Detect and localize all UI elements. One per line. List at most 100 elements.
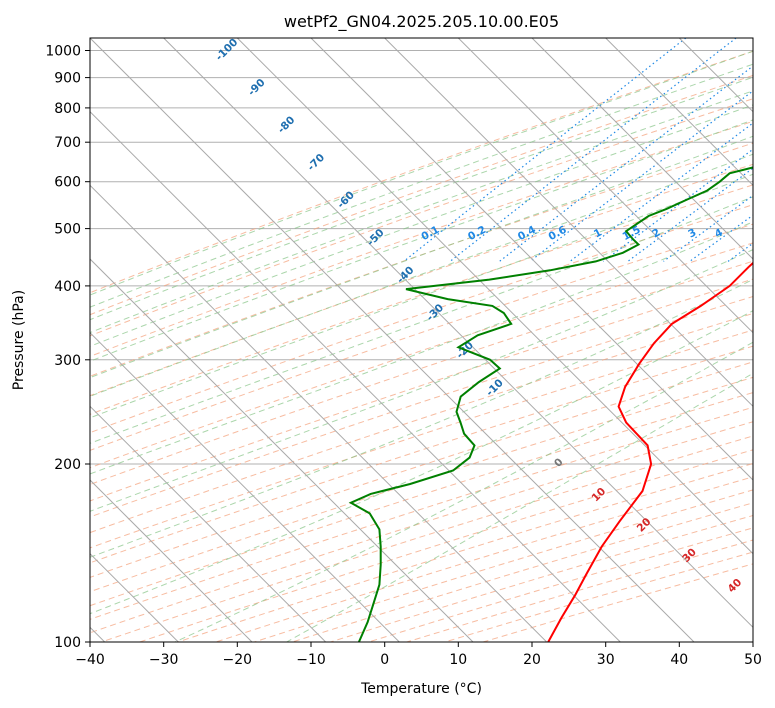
x-tick-label: 10 [449,652,467,668]
moist-adiabat-line [90,221,753,475]
moist-adiabat-line [90,310,753,615]
dry-adiabat-line [90,345,753,564]
y-tick-label: 500 [54,222,81,238]
y-axis-ticks: 100 200 300 400 500 600 700 800 900 1000 [45,44,90,651]
y-tick-label: 1000 [45,44,81,60]
mixing-ratio-line [499,65,753,262]
moist-adiabat-line [286,372,753,642]
x-tick-label: 40 [670,652,688,668]
isotherm-label: -90 [246,77,268,99]
moist-adiabat-line [90,173,753,419]
dry-adiabat-line [90,142,753,377]
dry-adiabat-line [90,260,753,486]
isotherm-label: -50 [365,227,387,249]
isotherm-label: -40 [395,264,417,286]
plot-area: 0.10.20.40.611.52346810131620253036-100-… [90,36,775,642]
isotherm-line [752,38,753,39]
dry-adiabat-line [406,539,753,642]
x-tick-label: 0 [380,652,389,668]
x-axis-ticks: −40 −30 −20 −10 0 10 20 30 40 50 [75,642,762,668]
x-tick-label: −40 [75,652,105,668]
moist-adiabat-line [90,76,753,321]
isopleth-labels: 0.10.20.40.611.52346810131620253036-100-… [213,36,753,595]
isotherm-line [90,405,327,642]
isotherm-label: -60 [335,189,357,211]
isotherm-label-warm: 30 [680,546,699,565]
x-tick-label: −10 [296,652,326,668]
x-tick-label: 20 [523,652,541,668]
mixing-ratio-line [663,194,753,262]
y-tick-label: 100 [54,635,81,651]
isotherm-label-warm: 40 [725,576,744,595]
moist-adiabat-line [90,278,753,558]
mixing-ratio-label: 0.6 [547,224,569,243]
y-tick-label: 200 [54,457,81,473]
isotherm-line [236,38,753,555]
isotherm-line [90,184,548,642]
dry-adiabat-line [444,551,753,642]
dewpoint-profile-line [348,166,753,642]
dry-adiabat-line [90,376,753,593]
dry-adiabat-line [90,50,753,294]
moist-adiabat-line [90,119,753,362]
isotherms [90,38,753,642]
x-tick-label: 30 [597,652,615,668]
dry-adiabat-line [90,184,753,415]
dry-adiabat-line [330,514,753,642]
dry-adiabat-line [90,312,753,534]
dry-adiabat-line [90,392,753,607]
isotherm-label: -70 [305,152,327,174]
dry-adiabat-line [90,361,753,578]
isotherm-line [531,38,753,260]
y-tick-label: 400 [54,279,81,295]
isotherm-label: -80 [276,114,298,136]
chart-title: wetPf2_GN04.2025.205.10.00.E05 [284,12,559,32]
dry-adiabat-line [90,242,753,469]
y-axis-title: Pressure (hPa) [11,290,27,390]
x-tick-label: 50 [744,652,762,668]
isotherm-label-warm: 10 [589,485,608,504]
isotherm-label: -100 [213,36,240,63]
pressure-gridlines [90,50,753,642]
isotherm-line [90,258,474,642]
x-tick-label: −30 [149,652,179,668]
mixing-ratio-line [756,38,775,261]
isotherm-line [90,110,621,642]
mixing-ratio-label: 0.4 [516,224,538,243]
plot-frame [89,37,754,643]
dry-adiabat-line [90,223,753,451]
isotherm-label-warm: 20 [635,516,654,535]
y-tick-label: 600 [54,175,81,191]
y-tick-label: 300 [54,353,81,369]
isotherm-line [384,38,753,408]
isotherm-line [605,38,753,187]
dry-adiabat-line [90,329,753,549]
x-tick-label: −20 [223,652,253,668]
dry-adiabat-line [101,435,753,642]
isotherm-line [90,331,400,642]
moist-adiabat-line [90,196,753,444]
moist-adiabat-line [90,63,753,308]
x-axis-title: Temperature (°C) [360,681,482,697]
moist-adiabat-line [90,90,753,334]
dry-adiabats [90,50,753,642]
dry-adiabat-line [90,204,753,434]
dry-adiabat-line [90,120,753,357]
dry-adiabat-line [90,278,753,502]
isotherm-line [163,38,753,629]
isotherm-line [90,38,695,642]
y-tick-label: 700 [54,135,81,151]
moist-adiabats [90,50,753,642]
mixing-ratio-lines [403,38,775,262]
mixing-ratio-label: 0.1 [419,224,441,243]
y-tick-label: 800 [54,101,81,117]
isotherm-line [90,479,253,642]
dry-adiabat-line [90,98,753,337]
moist-adiabat-line [90,249,753,512]
dry-adiabat-line [90,74,753,316]
dry-adiabat-line [90,163,753,397]
isotherm-line [457,38,753,334]
mixing-ratio-label: 0.2 [466,224,488,243]
y-tick-label: 900 [54,71,81,87]
